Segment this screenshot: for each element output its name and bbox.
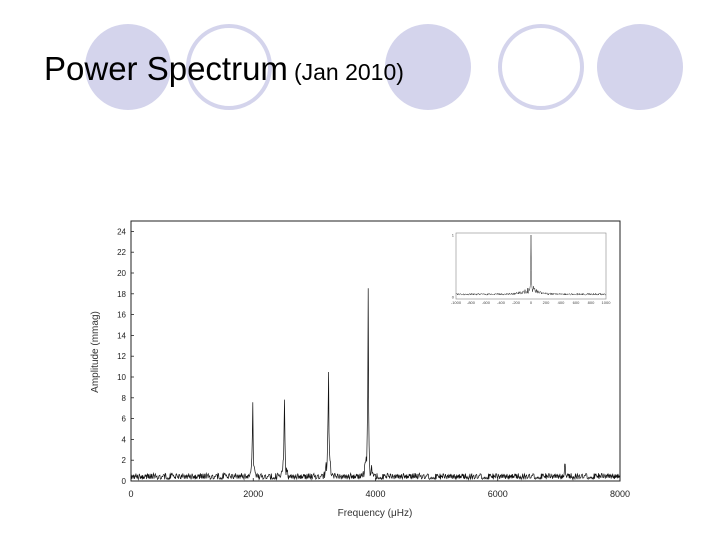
x-axis-ticks: 0 2000 4000 6000 8000 [128,478,630,499]
slide-title-main: Power Spectrum [44,50,288,87]
decor-circle-1 [85,24,171,110]
inset-x-tick-label: -800 [467,300,476,305]
x-tick-label: 0 [128,489,133,499]
slide-title-date: (Jan 2010) [293,59,404,85]
inset-x-tick-label: 200 [543,300,550,305]
slide-title: Power Spectrum (Jan 2010) [44,50,404,88]
decor-circle-4 [498,24,584,110]
inset-y-ticks: 01 [452,233,455,300]
x-tick-label: 4000 [365,489,385,499]
inset-x-tick-label: -400 [497,300,506,305]
y-tick-label: 4 [122,435,127,444]
y-tick-label: 24 [117,227,126,236]
inset-x-tick-label: -200 [512,300,521,305]
inset-chart: -1000 -800 -600 -400 -200 0 200 400 600 800 1000 0… [451,233,611,306]
decor-circle-2 [186,24,272,110]
inset-x-ticks: -1000 -800 -600 -400 -200 0 200 400 600 800 1000 [451,300,611,305]
inset-y-tick-label: 1 [452,233,455,238]
x-tick-label: 6000 [488,489,508,499]
inset-x-tick-label: 400 [558,300,565,305]
x-tick-label: 2000 [243,489,263,499]
inset-x-tick-label: 800 [588,300,595,305]
x-tick-label: 8000 [610,489,630,499]
inset-y-tick-label: 0 [452,295,455,300]
inset-x-tick-label: 600 [573,300,580,305]
y-tick-label: 18 [117,290,126,299]
inset-x-tick-label: 0 [530,300,533,305]
y-tick-label: 12 [117,352,126,361]
y-tick-label: 10 [117,373,126,382]
inset-spectrum-line [455,234,607,296]
y-axis-label: Amplitude (mmag) [90,311,101,393]
y-tick-label: 16 [117,311,126,320]
inset-x-tick-label: 1000 [602,300,612,305]
spectrum-line [130,288,621,481]
y-tick-label: 8 [122,394,127,403]
y-tick-label: 14 [117,331,126,340]
inset-x-tick-label: -600 [482,300,491,305]
y-tick-label: 20 [117,269,126,278]
decor-circle-3 [385,24,471,110]
y-tick-label: 22 [117,248,126,257]
y-tick-label: 2 [122,456,127,465]
decor-circle-5 [597,24,683,110]
y-tick-label: 6 [122,415,127,424]
inset-x-tick-label: -1000 [451,300,462,305]
y-tick-label: 0 [122,477,127,486]
x-axis-label: Frequency (μHz) [338,508,413,519]
